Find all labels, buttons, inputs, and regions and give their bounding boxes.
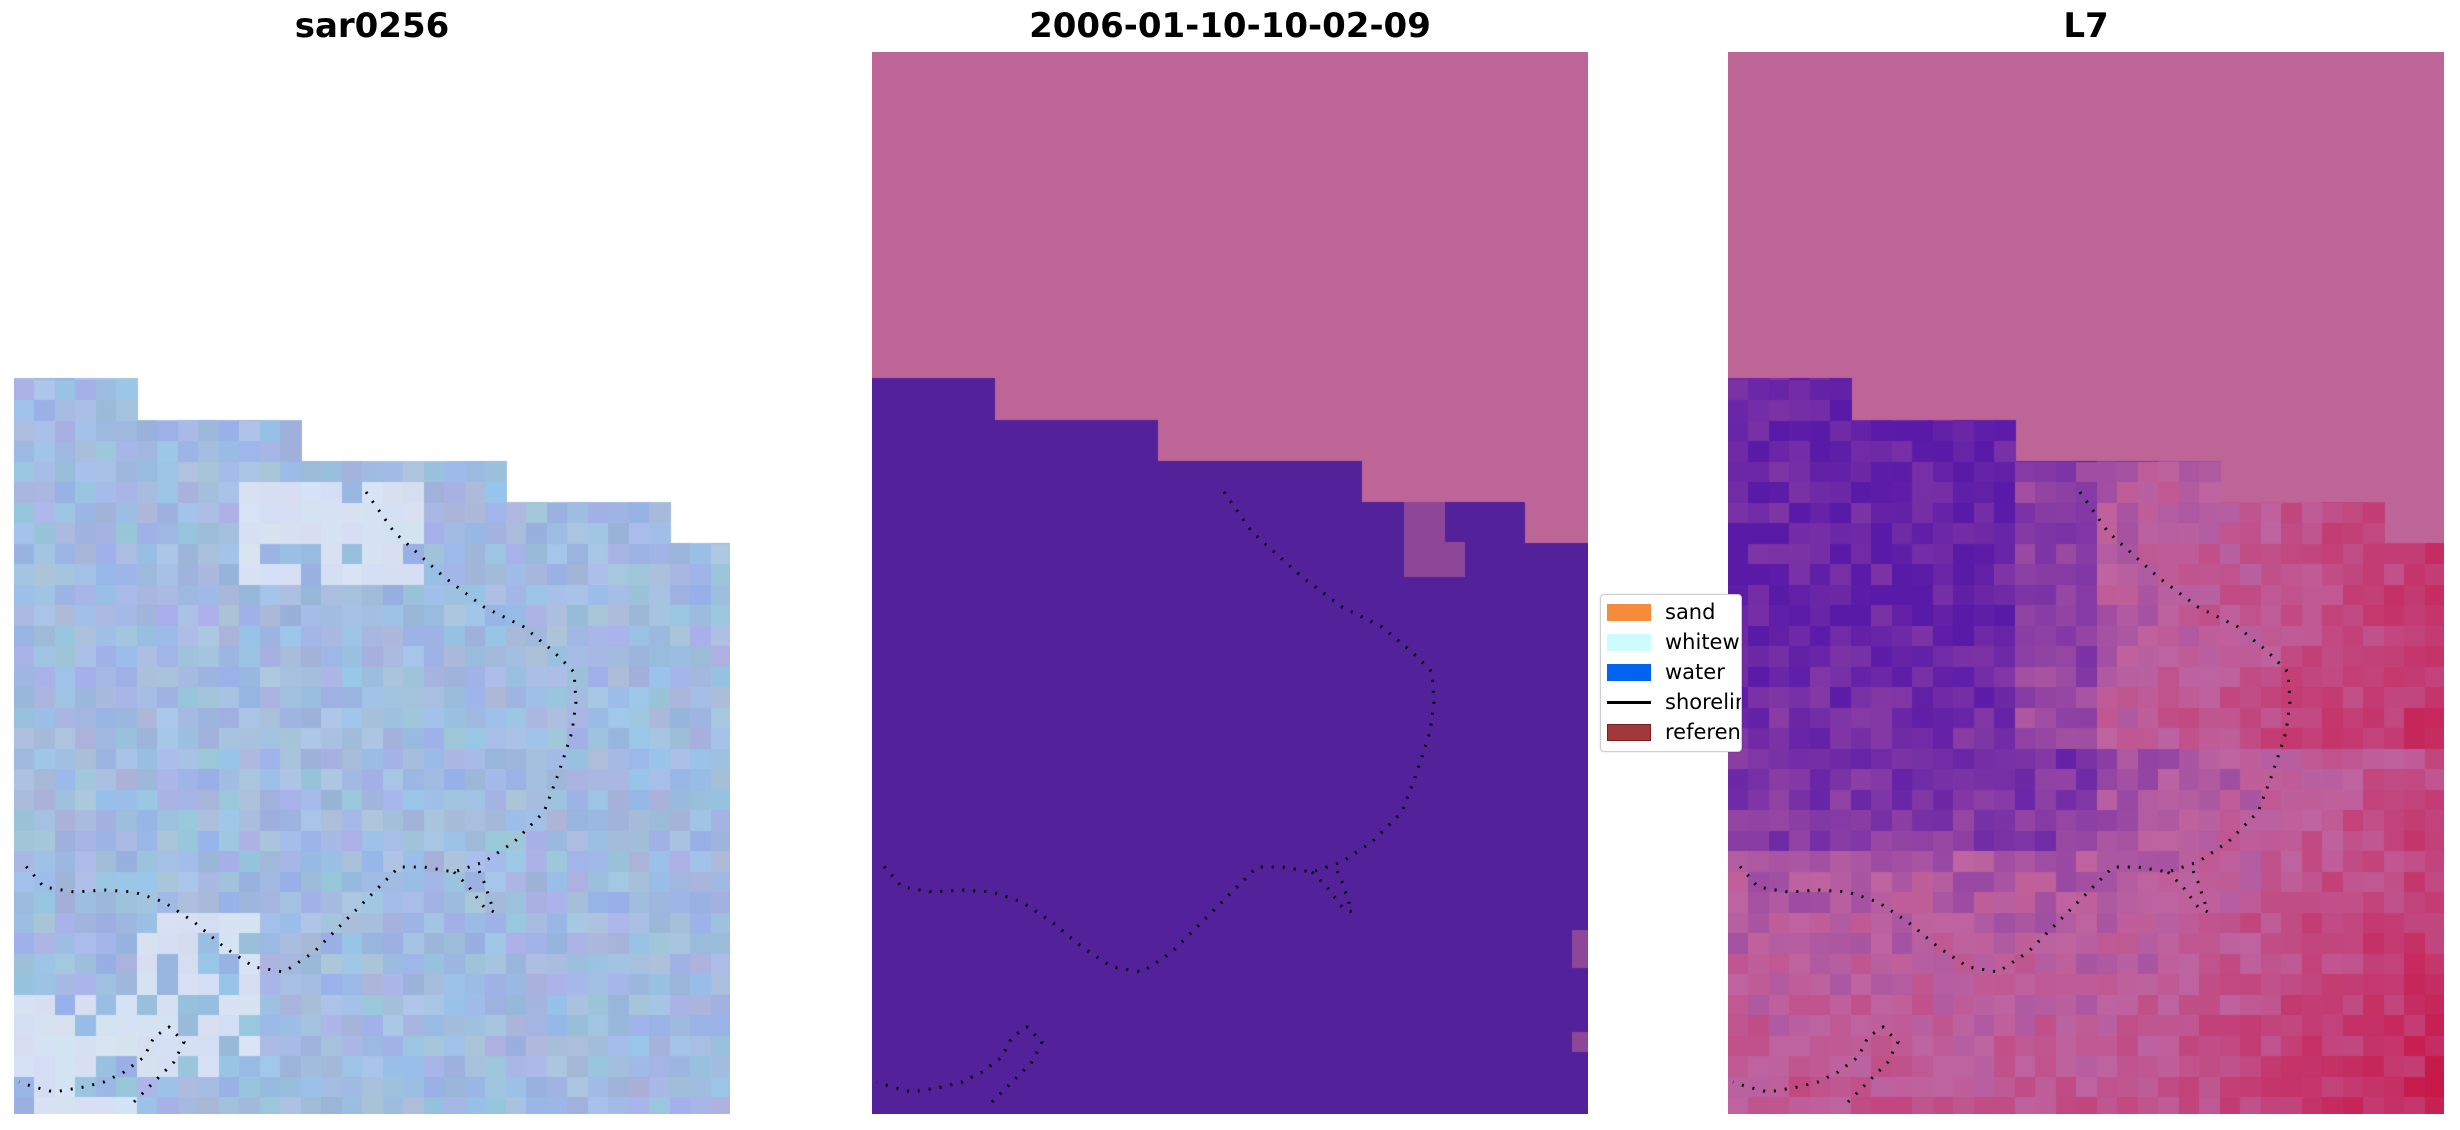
sand-swatch (1607, 603, 1651, 621)
legend-item-shoreline: shoreline (1607, 690, 1741, 714)
shoreline-line-swatch (1607, 700, 1651, 704)
classification-image (872, 52, 1588, 1114)
legend: sand whitewater water shoreline referenc… (1600, 594, 1742, 752)
rgb-image-panel (14, 52, 730, 1114)
legend-item-reference: reference (1607, 720, 1741, 744)
legend-label-sand: sand (1665, 600, 1716, 624)
legend-label-shoreline: shoreline (1665, 690, 1741, 714)
panel-title-classification: 2006-01-10-10-02-09 (1029, 6, 1431, 46)
classification-panel (872, 52, 1588, 1114)
legend-label-water: water (1665, 660, 1725, 684)
whitewater-swatch (1607, 633, 1651, 651)
reference-swatch (1607, 723, 1651, 741)
legend-label-reference: reference (1665, 720, 1741, 744)
legend-label-whitewater: whitewater (1665, 630, 1741, 654)
rgb-image (14, 52, 730, 1114)
legend-item-water: water (1607, 660, 1725, 684)
index-panel (1728, 52, 2444, 1114)
panel-title-index: L7 (2063, 6, 2109, 46)
legend-item-whitewater: whitewater (1607, 630, 1741, 654)
index-image (1728, 52, 2444, 1114)
legend-item-sand: sand (1607, 600, 1715, 624)
water-swatch (1607, 663, 1651, 681)
panel-title-rgb: sar0256 (294, 6, 450, 46)
